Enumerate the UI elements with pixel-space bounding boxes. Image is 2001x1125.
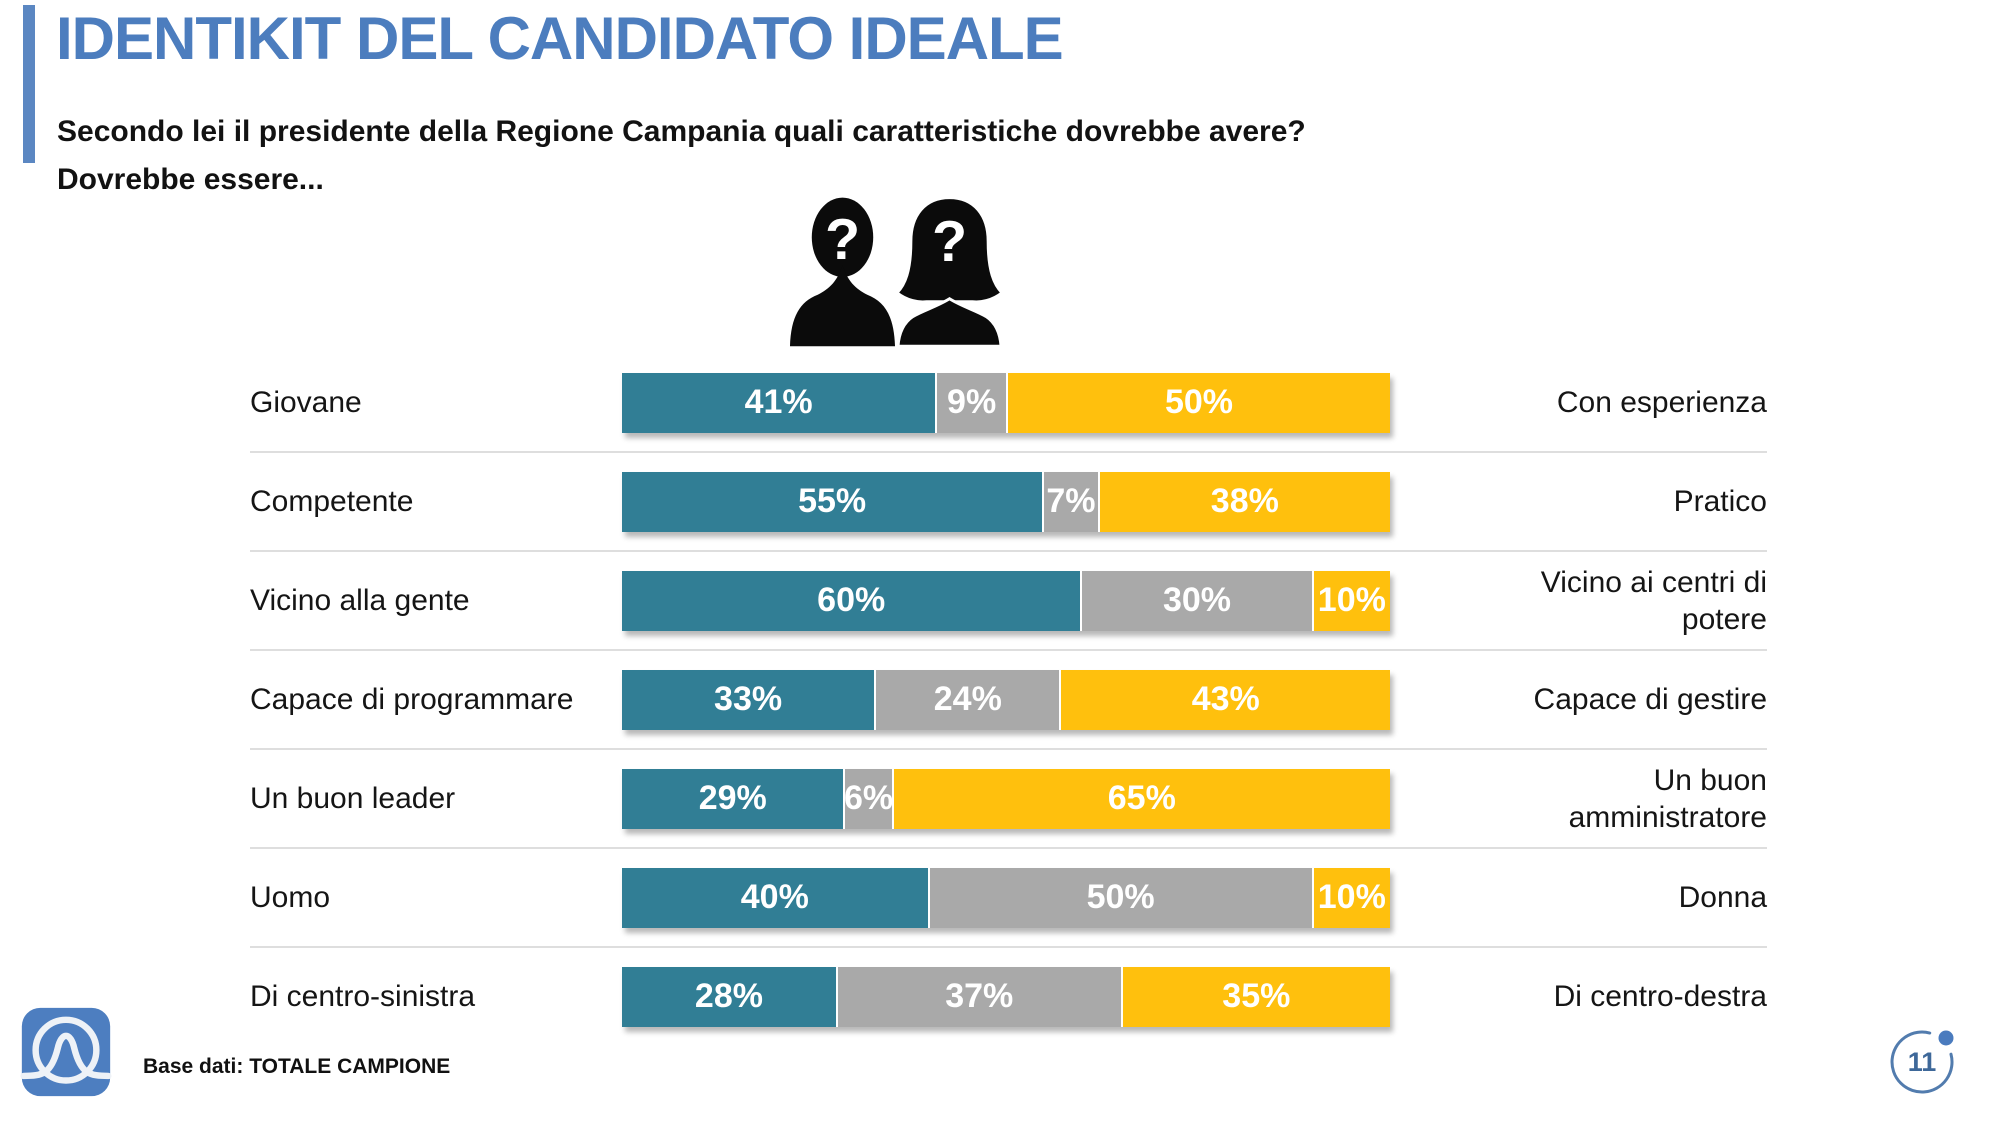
segment-neutral: 24% [876,669,1060,730]
institute-logo-icon [20,1006,112,1098]
chart-row: Giovane 41% 9% 50% Con esperienza [250,354,1767,453]
right-option-label: Con esperienza [1556,386,1767,419]
page-number: 11 [1908,1047,1937,1077]
right-option-label: Capace di gestire [1533,683,1767,716]
badge-dot-icon [1938,1030,1954,1046]
stacked-bar: 40% 50% 10% [622,867,1390,928]
title-accent-bar [23,5,35,163]
segment-right-option: 10% [1313,570,1391,631]
segment-left-option: 40% [622,867,928,928]
stacked-bar: 41% 9% 50% [622,372,1390,433]
chart-row: Vicino alla gente 60% 30% 10% Vicino ai cent… [250,552,1767,651]
semantic-differential-bar-chart: Giovane 41% 9% 50% Con esperienza Competente 5… [250,354,1767,1045]
segment-right-option: 65% [893,768,1390,829]
segment-right-option: 43% [1061,669,1390,730]
left-option-label: Giovane [250,385,362,419]
right-option-label: Donna [1678,881,1767,914]
segment-neutral: 6% [844,768,893,829]
chart-row: Un buon leader 29% 6% 65% Un buon amministra… [250,750,1767,849]
page-number-badge: 11 [1882,1018,1966,1102]
left-option-label: Uomo [250,880,331,914]
subtitle-line1: Secondo lei il presidente della Regione … [57,115,1306,148]
left-option-label: Un buon leader [250,781,456,815]
left-option-label: Vicino alla gente [250,583,470,617]
chart-row: Uomo 40% 50% 10% Donna [250,849,1767,948]
segment-left-option: 29% [622,768,844,829]
subtitle-line2: Dovrebbe essere... [57,163,324,196]
badge-circle [1890,1030,1954,1094]
segment-neutral: 37% [837,966,1121,1027]
page-title: IDENTIKIT DEL CANDIDATO IDEALE [56,5,1064,72]
segment-neutral: 30% [1082,570,1312,631]
segment-neutral: 7% [1044,471,1098,532]
right-option-label: Un buon amministratore [1568,763,1767,834]
left-option-label: Competente [250,484,414,518]
chart-row: Capace di programmare 33% 24% 43% Capace di … [250,651,1767,750]
segment-left-option: 55% [622,471,1043,532]
segment-left-option: 28% [622,966,836,1027]
left-option-label: Di centro-sinistra [250,979,476,1013]
segment-right-option: 10% [1313,867,1390,928]
segment-left-option: 41% [622,372,936,433]
segment-right-option: 38% [1099,471,1390,532]
right-option-label: Pratico [1673,485,1767,518]
woman-silhouette-icon: ? [894,196,1005,348]
stacked-bar: 29% 6% 65% [622,768,1390,829]
chart-row: Di centro-sinistra 28% 37% 35% Di centro-des… [250,948,1767,1045]
right-option-label: Vicino ai centri di potere [1540,565,1767,636]
stacked-bar: 28% 37% 35% [622,966,1391,1027]
base-note: Base dati: TOTALE CAMPIONE [143,1055,451,1078]
man-silhouette-icon: ? [789,197,896,347]
question-mark-icon: ? [932,210,967,274]
segment-left-option: 33% [622,669,875,730]
segment-right-option: 50% [1007,372,1390,433]
segment-left-option: 60% [622,570,1081,631]
stacked-bar: 55% 7% 38% [622,471,1390,532]
stacked-bar: 60% 30% 10% [622,570,1391,631]
segment-neutral: 9% [937,372,1006,433]
segment-right-option: 35% [1122,966,1391,1027]
left-option-label: Capace di programmare [250,682,574,716]
right-option-label: Di centro-destra [1553,980,1767,1013]
segment-neutral: 50% [929,867,1312,928]
chart-row: Competente 55% 7% 38% Pratico [250,453,1767,552]
anonymous-persons-icon: ? ? [788,186,1006,348]
question-mark-icon: ? [825,208,860,272]
subtitle: Secondo lei il presidente della Regione … [57,108,1306,204]
stacked-bar: 33% 24% 43% [622,669,1390,730]
